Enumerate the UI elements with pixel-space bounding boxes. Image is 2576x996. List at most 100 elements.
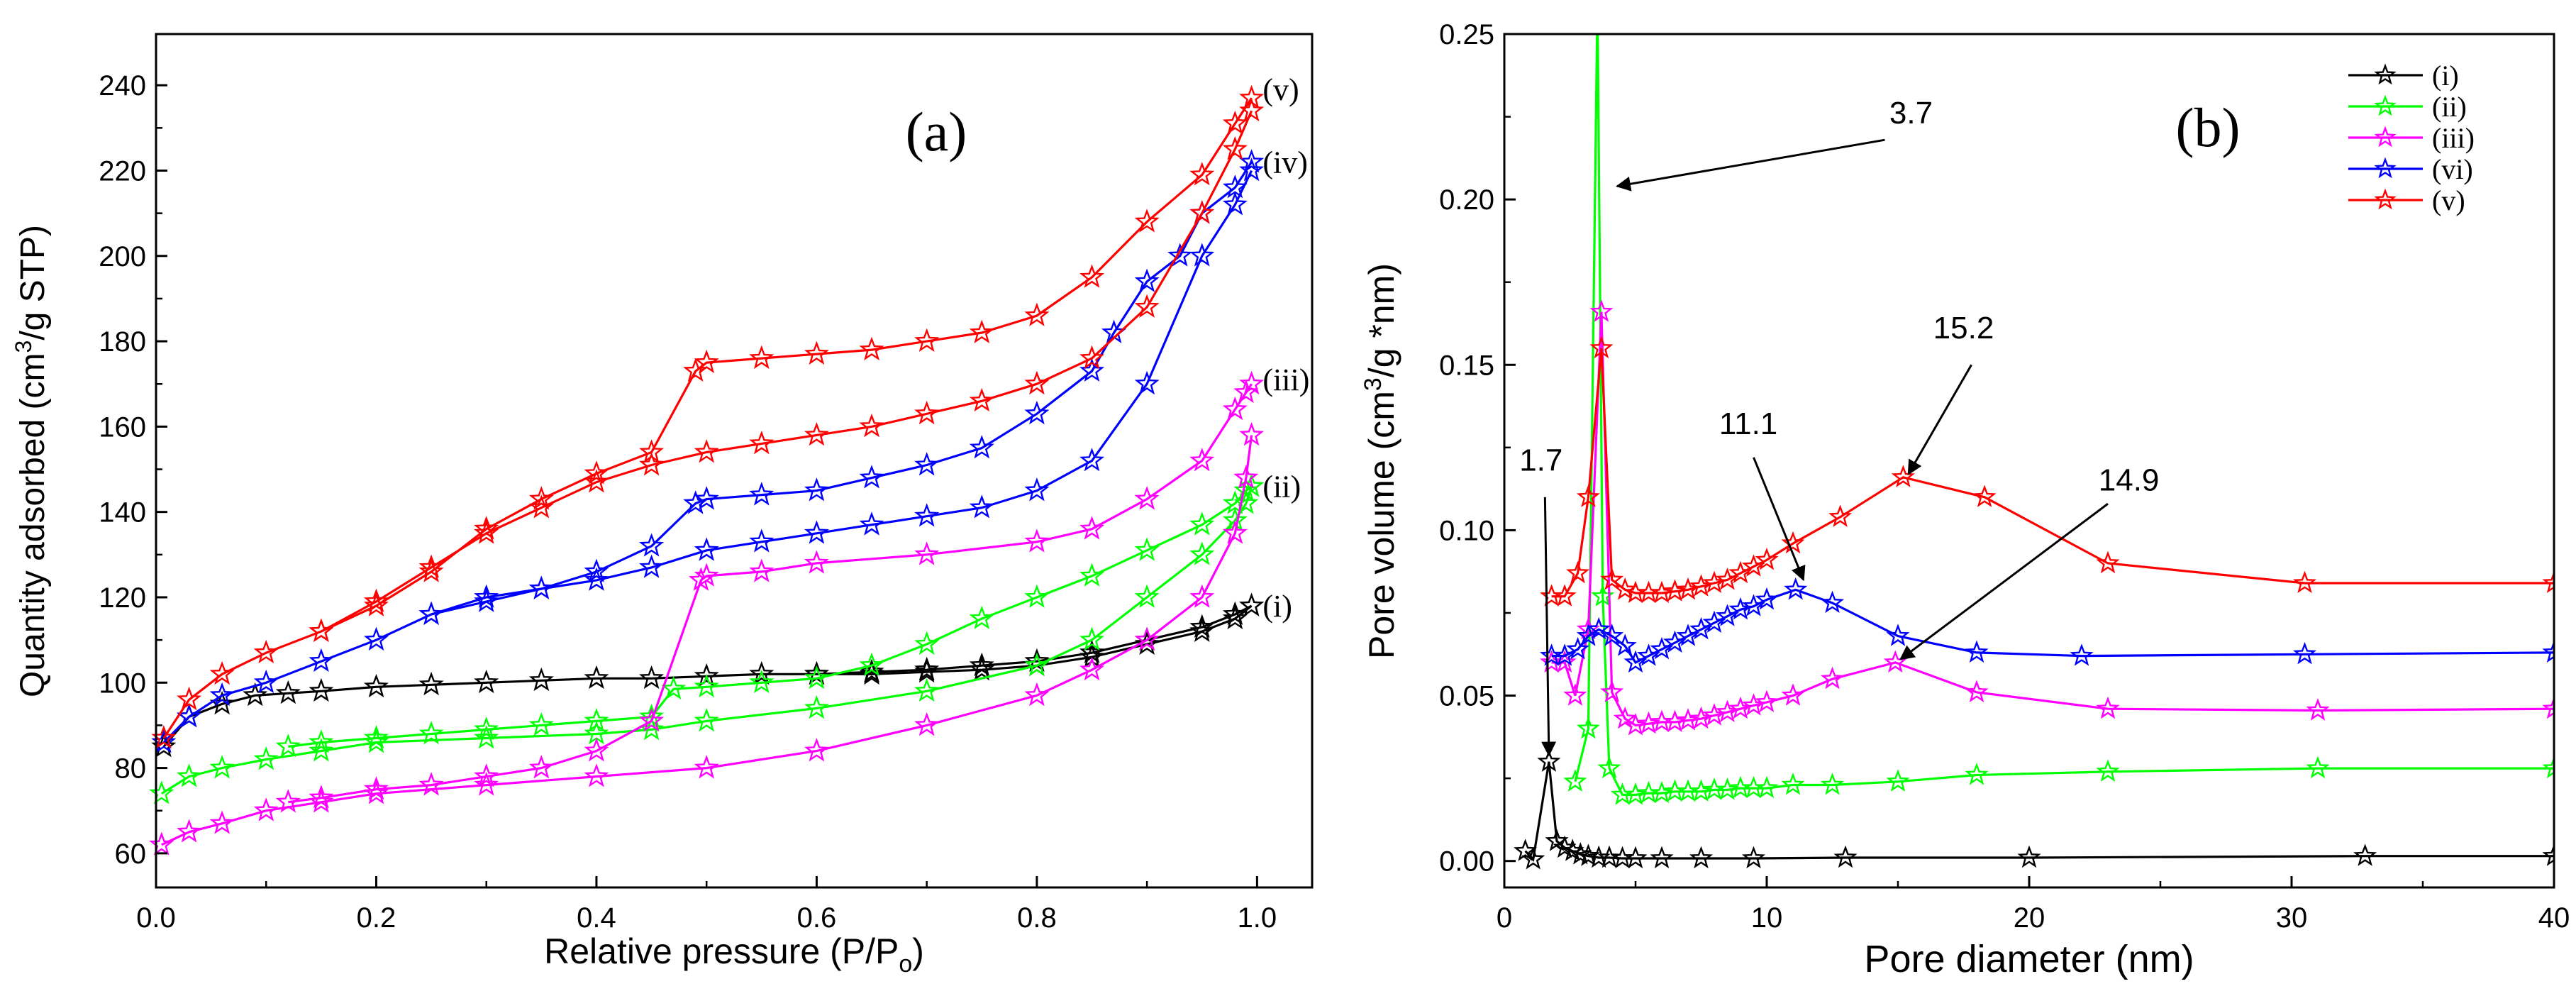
series-a-ii-point xyxy=(1134,584,1160,608)
series-a-ii-point xyxy=(804,695,829,719)
annotation-arrow xyxy=(1907,364,1972,475)
series-a-iv-point xyxy=(859,465,884,489)
series-b-v-point xyxy=(1650,580,1674,604)
series-a-iii-point xyxy=(804,738,829,762)
series-b-v-point xyxy=(2096,550,2120,574)
series-a-i-point xyxy=(1189,614,1215,638)
panel-b-x-axis-label: Pore diameter (nm) xyxy=(1864,938,2194,980)
series-b-ii-point xyxy=(2306,756,2330,779)
series-a-ii-point xyxy=(1024,652,1050,677)
series-a-i-point xyxy=(1239,592,1265,616)
series-a-iv-point xyxy=(528,575,554,599)
series-b-ii-point xyxy=(1689,779,1714,802)
series-b-vi-point xyxy=(1613,633,1637,656)
series-a-v-point xyxy=(1222,135,1248,160)
series-b-i-point xyxy=(1514,839,1538,861)
series-a-i-point xyxy=(418,671,444,696)
series-a-v-point xyxy=(1239,84,1265,109)
series-a-i-point xyxy=(474,669,499,694)
legend-marker xyxy=(2374,63,2397,85)
series-b-iii-point xyxy=(2542,696,2554,719)
panel-b-ticks: 0 10 20 30 40 0.00 0.05 0.10 0.15 0.20 0.25 xyxy=(1439,19,2570,934)
series-a-i-point xyxy=(309,677,334,702)
series-a-iv-point xyxy=(474,588,499,612)
panel-a-x-tick-label: 0.2 xyxy=(357,902,396,934)
panel-a-y-tick-label: 200 xyxy=(99,241,146,272)
series-a-ii-point xyxy=(149,780,174,804)
panel-a-y-axis-label: Quantity adsorbed (cm3/g STP) xyxy=(11,225,52,697)
series-b-i-point xyxy=(2353,843,2377,866)
series-a-iv-point xyxy=(683,490,709,514)
series-a-v-point xyxy=(177,686,202,711)
series-b-ii-point xyxy=(1650,780,1674,804)
series-b-ii-point xyxy=(1886,769,1910,792)
series-b-vi-point xyxy=(1587,616,1611,640)
series-a-v-point xyxy=(859,414,884,438)
series-a-v-point xyxy=(969,387,994,412)
series-a-iv-point xyxy=(969,435,994,459)
series-a-iii-point xyxy=(1024,529,1050,553)
series-a-v-point xyxy=(1079,264,1105,288)
series-b-ii-point xyxy=(1965,763,1989,785)
panel-b: 0 10 20 30 40 0.00 0.05 0.10 0.15 0.20 0.25 (b) Po… xyxy=(1360,0,2570,980)
series-b-v-point xyxy=(1553,584,1577,607)
series-b-iii-point xyxy=(2096,696,2120,719)
legend-label: (i) xyxy=(2432,60,2459,92)
series-a-iii-point xyxy=(1079,516,1105,540)
series-a-i-point xyxy=(363,673,389,698)
annotation-label: 11.1 xyxy=(1719,406,1777,441)
series-a-iv-point xyxy=(639,533,665,557)
curve-label: (ii) xyxy=(1262,470,1301,504)
series-b-iii-line xyxy=(1551,311,2554,727)
panel-b-y-tick-label: 0.25 xyxy=(1439,19,1494,50)
panel-b-legend: (i)(ii)(iii)(vi)(v) xyxy=(2348,60,2475,216)
series-a-iii-point xyxy=(804,550,829,574)
series-a-ii-point xyxy=(914,677,940,702)
series-a-iii-point xyxy=(1134,486,1160,510)
series-b-ii-point xyxy=(1588,0,1607,9)
series-b-vi-point xyxy=(1636,643,1661,666)
series-a-v-adsorption-line xyxy=(162,110,1253,739)
series-a-iii-point xyxy=(914,541,940,565)
series-a-v-point xyxy=(1239,97,1265,122)
series-a-v-point xyxy=(1024,302,1050,326)
series-a-iv-point xyxy=(1024,477,1050,502)
series-a-iii-point xyxy=(528,755,554,779)
series-a-iii-point xyxy=(253,797,279,821)
series-b-vi-point xyxy=(2292,641,2317,665)
series-a-ii-point xyxy=(584,708,609,732)
panel-a: 0.0 0.2 0.4 0.6 0.8 1.0 60 80 100 120 140 160 180 200… xyxy=(11,33,1314,978)
series-a-v-point xyxy=(528,494,554,519)
series-a-ii-point xyxy=(1189,511,1215,536)
series-b-ii-point xyxy=(2542,756,2554,779)
series-b-v-point xyxy=(2542,570,2554,594)
series-a-iii-point xyxy=(309,785,334,809)
series-b-v-point xyxy=(1972,485,1997,507)
series-b-i-point xyxy=(1537,749,1561,772)
series-b-ii-point xyxy=(1755,775,1779,799)
panel-b-y-tick-label: 0.15 xyxy=(1439,350,1494,381)
series-a-iii-point xyxy=(584,763,609,787)
series-b-v-point xyxy=(1715,568,1740,590)
series-a-i-point xyxy=(694,663,719,687)
series-b-vi-point xyxy=(1553,643,1577,666)
panel-b-x-tick-label: 40 xyxy=(2538,902,2570,934)
panel-b-series-layer xyxy=(1514,0,2554,870)
series-b-v-point xyxy=(1600,568,1624,590)
series-b-iii-point xyxy=(1613,706,1637,729)
series-a-i-desorption-line xyxy=(816,604,1253,675)
annotation-label: 3.7 xyxy=(1889,96,1933,131)
series-a-iv-point xyxy=(363,626,389,651)
series-a-iv-point xyxy=(969,494,994,519)
series-a-v-point xyxy=(1189,200,1215,224)
series-b-i-point xyxy=(2542,843,2554,866)
series-b-i-point xyxy=(1521,847,1545,870)
series-a-i-point xyxy=(584,665,609,690)
series-a-iv-point xyxy=(1134,370,1160,395)
series-b-vi-point xyxy=(1623,650,1648,673)
series-a-ii-point xyxy=(253,746,279,770)
series-a-v-point xyxy=(859,336,884,360)
series-a-ii-point xyxy=(914,631,940,655)
series-a-iv-point xyxy=(209,682,235,707)
series-a-v-point xyxy=(694,439,719,463)
